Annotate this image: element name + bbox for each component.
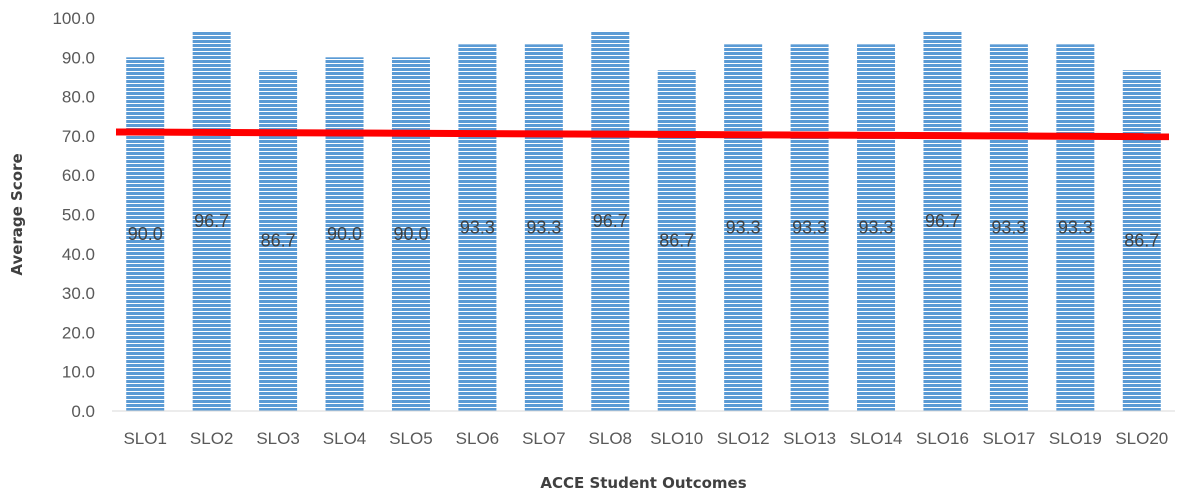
y-tick-label: 0.0 bbox=[71, 402, 95, 421]
bar bbox=[524, 44, 563, 412]
data-label: 90.0 bbox=[128, 224, 163, 244]
data-label: 96.7 bbox=[593, 211, 628, 231]
bars bbox=[126, 30, 1161, 412]
x-tick-label: SLO3 bbox=[256, 429, 299, 448]
x-tick-label: SLO8 bbox=[589, 429, 632, 448]
bar bbox=[391, 57, 430, 412]
data-label: 93.3 bbox=[792, 218, 827, 238]
bar bbox=[458, 44, 497, 412]
x-tick-label: SLO4 bbox=[323, 429, 366, 448]
x-tick-label: SLO19 bbox=[1049, 429, 1102, 448]
bar bbox=[657, 70, 696, 412]
data-label: 93.3 bbox=[726, 218, 761, 238]
x-tick-label: SLO20 bbox=[1115, 429, 1168, 448]
x-axis-title: ACCE Student Outcomes bbox=[540, 474, 746, 492]
bar bbox=[857, 44, 896, 412]
bar bbox=[1122, 70, 1161, 412]
bar bbox=[1056, 44, 1095, 412]
x-tick-label: SLO12 bbox=[717, 429, 770, 448]
bar bbox=[259, 70, 298, 412]
x-axis-ticks: SLO1 SLO2 SLO3 SLO4 SLO5 SLO6 SLO7 SLO8 SLO10 SLO… bbox=[123, 429, 1168, 448]
bar bbox=[192, 30, 231, 412]
bar bbox=[591, 30, 630, 412]
x-tick-label: SLO13 bbox=[783, 429, 836, 448]
bar bbox=[724, 44, 763, 412]
x-tick-label: SLO6 bbox=[456, 429, 499, 448]
y-tick-label: 10.0 bbox=[62, 363, 95, 382]
y-tick-label: 90.0 bbox=[62, 48, 95, 67]
x-tick-label: SLO2 bbox=[190, 429, 233, 448]
data-label: 86.7 bbox=[261, 231, 296, 251]
data-label: 90.0 bbox=[393, 224, 428, 244]
y-axis-title: Average Score bbox=[8, 153, 26, 275]
data-label: 96.7 bbox=[194, 211, 229, 231]
bar bbox=[923, 30, 962, 412]
y-tick-label: 70.0 bbox=[62, 127, 95, 146]
y-tick-label: 60.0 bbox=[62, 166, 95, 185]
y-tick-label: 40.0 bbox=[62, 245, 95, 264]
data-label: 93.3 bbox=[859, 218, 894, 238]
y-tick-label: 50.0 bbox=[62, 206, 95, 225]
bar bbox=[790, 44, 829, 412]
x-tick-label: SLO14 bbox=[850, 429, 903, 448]
bar bbox=[325, 57, 364, 412]
y-tick-label: 20.0 bbox=[62, 323, 95, 342]
data-label: 93.3 bbox=[991, 218, 1026, 238]
x-tick-label: SLO5 bbox=[389, 429, 432, 448]
bar bbox=[126, 57, 165, 412]
x-tick-label: SLO7 bbox=[522, 429, 565, 448]
x-tick-label: SLO1 bbox=[123, 429, 166, 448]
x-tick-label: SLO16 bbox=[916, 429, 969, 448]
y-tick-label: 100.0 bbox=[52, 9, 95, 28]
y-axis-ticks: 0.0 10.0 20.0 30.0 40.0 50.0 60.0 70.0 80.0 90.0 1… bbox=[52, 9, 95, 421]
y-tick-label: 30.0 bbox=[62, 284, 95, 303]
data-label: 86.7 bbox=[1124, 231, 1159, 251]
data-labels: 90.0 96.7 86.7 90.0 90.0 93.3 93.3 96.7 86.7 93.3… bbox=[128, 211, 1160, 251]
y-tick-label: 80.0 bbox=[62, 88, 95, 107]
data-label: 96.7 bbox=[925, 211, 960, 231]
data-label: 90.0 bbox=[327, 224, 362, 244]
data-label: 86.7 bbox=[659, 231, 694, 251]
x-tick-label: SLO10 bbox=[650, 429, 703, 448]
data-label: 93.3 bbox=[1058, 218, 1093, 238]
data-label: 93.3 bbox=[526, 218, 561, 238]
data-label: 93.3 bbox=[460, 218, 495, 238]
x-tick-label: SLO17 bbox=[982, 429, 1035, 448]
reference-line bbox=[115, 128, 1170, 141]
bar bbox=[989, 44, 1028, 412]
